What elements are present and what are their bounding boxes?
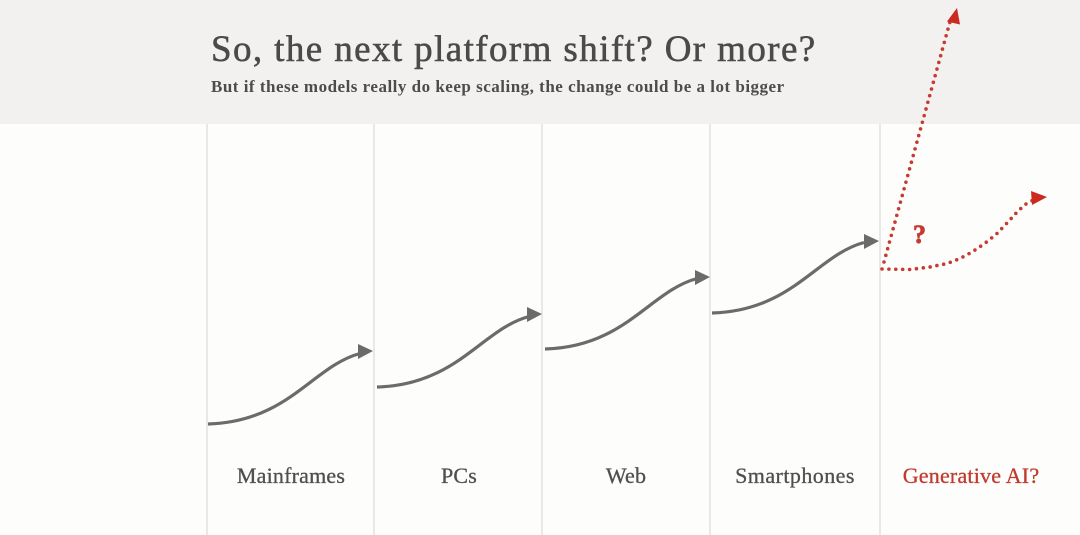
svg-text:?: ? (913, 220, 926, 249)
